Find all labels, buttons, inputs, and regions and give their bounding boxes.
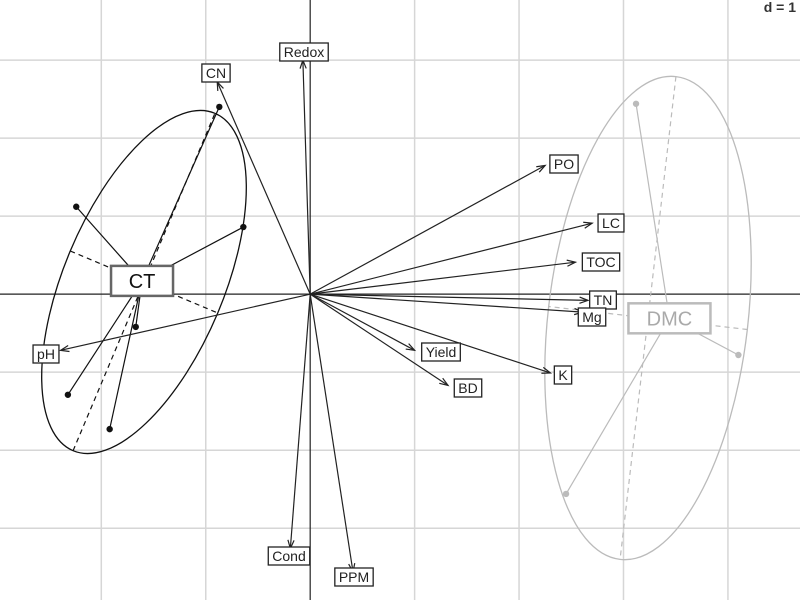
group-star-line [109, 280, 143, 430]
arrowhead-icon [536, 164, 547, 173]
arrow-bd: BD [309, 293, 483, 398]
arrow-line [309, 164, 546, 295]
grid-scale-label: d = 1 [763, 0, 796, 15]
arrow-label: Cond [272, 548, 305, 564]
arrow-label-box [577, 307, 607, 327]
arrowhead-icon [439, 377, 450, 387]
arrow-label: Redox [284, 44, 324, 60]
arrow-line [309, 293, 551, 374]
arrow-tn: TN [310, 290, 617, 310]
group-label: CT [129, 271, 156, 293]
arrow-label-box [279, 42, 329, 62]
arrow-label-box [453, 378, 483, 398]
arrow-line [216, 81, 311, 295]
group-label-box [627, 302, 712, 335]
arrow-lc: LC [310, 213, 625, 295]
arrow-label: Yield [426, 344, 457, 360]
group-label-box [109, 264, 175, 298]
group-point [64, 391, 72, 398]
arrow-ppm: PPM [309, 294, 374, 587]
arrow-line [302, 60, 311, 295]
group-point [216, 103, 223, 111]
arrow-label: PO [554, 156, 574, 172]
arrow-ph: pH [32, 293, 311, 364]
arrow-cond: Cond [267, 294, 311, 566]
arrow-label-box [334, 567, 374, 587]
group-label: DMC [647, 308, 693, 330]
arrowhead-icon [405, 343, 417, 352]
arrow-line [309, 294, 354, 573]
arrow-yield: Yield [309, 293, 461, 362]
arrow-label: K [558, 367, 568, 383]
arrow-line [60, 293, 311, 351]
arrow-label: LC [602, 215, 620, 231]
arrow-label: pH [37, 346, 55, 362]
arrow-label-box [553, 365, 573, 385]
arrowhead-icon [541, 366, 553, 374]
arrow-label: TOC [586, 254, 615, 270]
group-point [562, 490, 570, 498]
arrow-label-box [581, 252, 621, 272]
group-star-line [565, 318, 670, 495]
arrow-line [310, 293, 583, 313]
arrow-line [309, 293, 415, 351]
arrow-line [310, 261, 576, 295]
group-star-line [141, 106, 220, 282]
group-point [132, 323, 139, 331]
arrow-label: Mg [582, 309, 601, 325]
arrow-label: BD [458, 380, 477, 396]
group-star-line [67, 280, 143, 396]
arrow-k: K [309, 293, 573, 385]
group-point [106, 425, 113, 433]
group-point [632, 100, 640, 107]
arrowhead-icon [579, 296, 590, 304]
arrow-cn: CN [201, 63, 311, 295]
arrow-label-box [267, 546, 311, 566]
arrow-label-box [32, 344, 60, 364]
arrow-toc: TOC [310, 252, 621, 295]
arrow-line [309, 293, 449, 386]
arrow-label-box [597, 213, 625, 233]
arrow-line [310, 222, 593, 295]
group-point [73, 203, 80, 210]
arrow-label: TN [594, 292, 613, 308]
group-star-line [635, 103, 671, 319]
arrowhead-icon [583, 221, 594, 229]
group-point [735, 351, 742, 359]
arrow-line [289, 294, 311, 549]
arrow-label: PPM [339, 569, 369, 585]
arrow-label-box [201, 63, 231, 83]
arrow-redox: Redox [279, 42, 329, 295]
arrowhead-icon [58, 344, 70, 353]
arrow-po: PO [309, 154, 579, 295]
group-point [240, 223, 247, 231]
arrow-line [310, 293, 589, 301]
arrow-label-box [549, 154, 579, 174]
arrow-label: CN [206, 65, 226, 81]
arrow-mg: Mg [310, 293, 607, 327]
arrowhead-icon [566, 259, 578, 267]
arrow-label-box [421, 342, 461, 362]
